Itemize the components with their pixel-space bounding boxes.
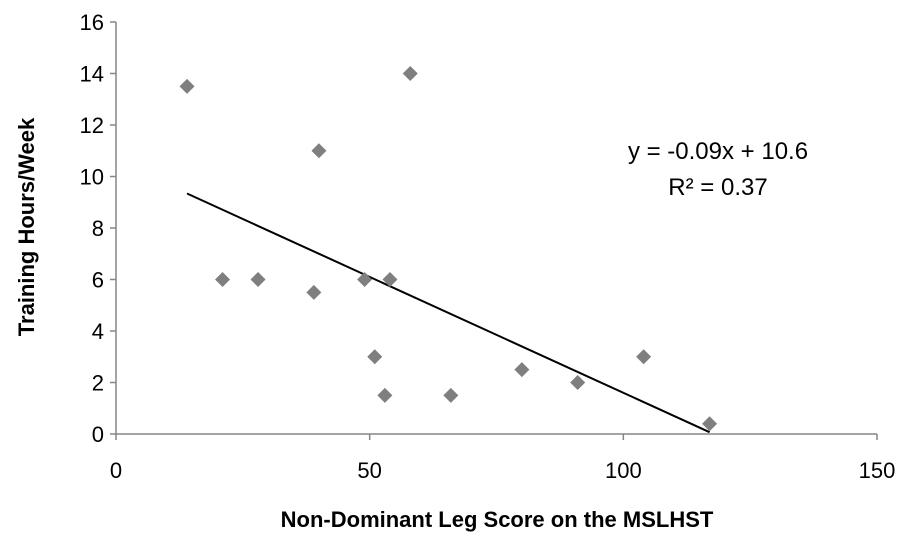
y-tick-label: 4: [92, 319, 104, 344]
data-point: [306, 284, 322, 300]
x-axis-title: Non-Dominant Leg Score on the MSLHST: [281, 507, 714, 532]
data-point: [367, 349, 383, 365]
data-point: [377, 387, 393, 403]
data-point: [179, 78, 195, 94]
trendline: [186, 192, 710, 434]
data-point: [215, 272, 231, 287]
y-tick-label: 0: [92, 422, 104, 447]
data-point: [402, 66, 418, 81]
data-point: [250, 272, 266, 287]
y-tick-label: 6: [92, 268, 104, 293]
data-point: [443, 387, 459, 403]
y-axis-title: Training Hours/Week: [14, 117, 39, 336]
data-point: [357, 272, 373, 287]
y-tick-label: 12: [80, 113, 104, 138]
data-point: [636, 349, 652, 365]
trendline-group: [186, 192, 710, 434]
data-point: [570, 375, 586, 390]
y-tick-label: 14: [80, 62, 104, 87]
y-tick-label: 2: [92, 371, 104, 396]
x-tick-label: 0: [110, 458, 122, 483]
data-point: [311, 143, 327, 159]
data-point: [514, 362, 530, 378]
x-tick-label: 50: [357, 458, 381, 483]
x-tick-label: 150: [859, 458, 896, 483]
data-points: [179, 66, 718, 432]
y-tick-label: 16: [80, 10, 104, 35]
y-tick-label: 10: [80, 165, 104, 190]
axes: [115, 22, 877, 435]
data-point: [702, 416, 718, 432]
data-point: [382, 272, 398, 287]
trendline-equation: y = -0.09x + 10.6: [628, 138, 808, 165]
y-tick-label: 8: [92, 216, 104, 241]
x-tick-label: 100: [605, 458, 642, 483]
r-squared-label: R² = 0.37: [668, 174, 767, 201]
ticks: 0 2 4 6 8 10 12 14 16 0 50 100 150: [80, 10, 896, 483]
